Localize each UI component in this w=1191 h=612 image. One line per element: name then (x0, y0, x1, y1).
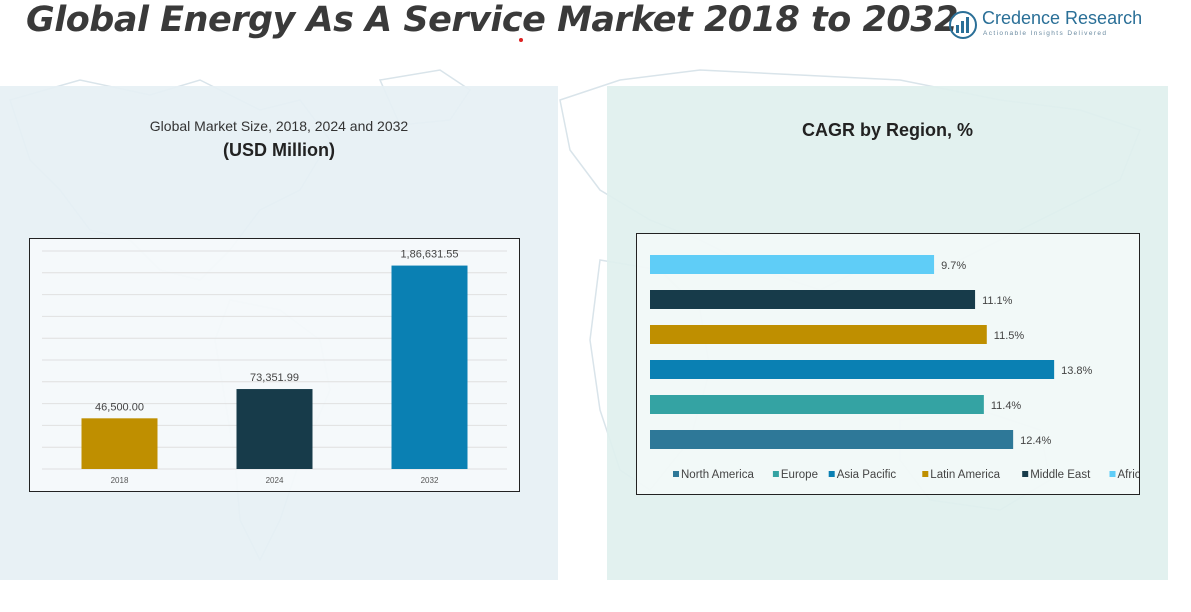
data-label-2032: 1,86,631.55 (400, 249, 458, 261)
data-label-middle-east: 11.1% (982, 295, 1013, 307)
data-label-europe: 11.4% (991, 400, 1022, 412)
legend-swatch-middle-east (1022, 471, 1029, 477)
cagr-chart-title: CAGR by Region, % (801, 120, 973, 140)
x-tick-label-2032: 2032 (421, 476, 439, 485)
bar-2018 (81, 418, 158, 469)
legend-label-latin-america: Latin America (930, 469, 1000, 481)
bar-europe (650, 395, 984, 414)
brand-logo-block: Credence Research Actionable Insights De… (948, 8, 1148, 42)
bar-asia-pacific (650, 360, 1055, 379)
x-tick-label-2018: 2018 (111, 476, 129, 485)
bar-2024 (236, 389, 313, 469)
page-title: Global Energy As A Service Market 2018 t… (26, 0, 958, 40)
legend-swatch-africa (1109, 471, 1116, 477)
data-label-north-america: 12.4% (1020, 435, 1051, 447)
bar-africa (650, 255, 935, 274)
bar-north-america (650, 430, 1014, 449)
brand-name: Credence Research (982, 8, 1143, 28)
data-label-latin-america: 11.5% (994, 330, 1025, 342)
market-size-chart-subtitle: Global Market Size, 2018, 2024 and 2032 (149, 118, 409, 134)
legend-swatch-north-america (673, 471, 679, 477)
credence-logo-icon (949, 11, 977, 39)
legend-label-africa: Africa (1118, 469, 1140, 481)
legend-swatch-europe (772, 471, 779, 477)
legend-label-middle-east: Middle East (1030, 469, 1091, 481)
legend-swatch-asia-pacific (828, 471, 835, 477)
legend-label-asia-pacific: Asia Pacific (837, 469, 897, 481)
bar-middle-east (650, 290, 976, 309)
legend-label-europe: Europe (781, 469, 818, 481)
market-size-chart-unit: (USD Million) (223, 140, 335, 160)
bar-latin-america (650, 325, 987, 344)
decorative-dot (519, 38, 523, 42)
market-size-bar-chart: 46,500.00 2018 73,351.99 2024 1,86,631.55 203… (42, 249, 507, 485)
data-label-africa: 9.7% (941, 260, 966, 272)
bar-2032 (391, 265, 468, 469)
market-size-chart-frame: 46,500.00 2018 73,351.99 2024 1,86,631.55 203… (29, 238, 520, 492)
data-label-2024: 73,351.99 (250, 372, 299, 384)
data-label-asia-pacific: 13.8% (1061, 365, 1092, 377)
data-label-2018: 46,500.00 (95, 401, 144, 413)
cagr-bar-chart: 9.7% 11.1% 11.5% 13.8% 11.4% 12.4% North Ameri… (650, 255, 1148, 481)
legend-swatch-latin-america (922, 471, 929, 477)
legend-label-north-america: North America (681, 469, 754, 481)
x-tick-label-2024: 2024 (266, 476, 284, 485)
cagr-chart-frame: 9.7% 11.1% 11.5% 13.8% 11.4% 12.4% North Ameri… (636, 233, 1148, 495)
brand-tagline: Actionable Insights Delivered (983, 30, 1108, 37)
